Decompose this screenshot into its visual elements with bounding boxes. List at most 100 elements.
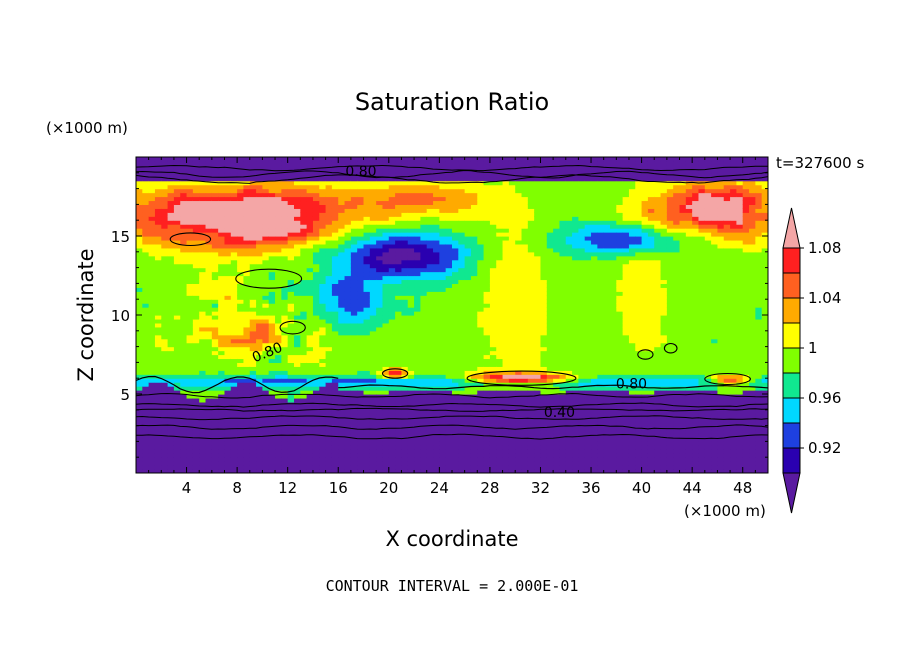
field-cell <box>306 401 314 407</box>
field-cell <box>224 220 232 225</box>
field-cell <box>211 409 219 415</box>
field-cell <box>388 346 396 352</box>
field-cell <box>218 374 226 379</box>
field-cell <box>350 362 358 367</box>
field-cell <box>489 307 497 312</box>
field-cell <box>199 350 207 356</box>
field-cell <box>243 338 251 344</box>
field-cell <box>294 291 301 296</box>
field-cell <box>477 386 485 391</box>
field-cell <box>515 441 523 446</box>
field-cell <box>218 390 226 395</box>
field-cell <box>502 457 510 462</box>
field-cell <box>325 338 333 344</box>
field-cell <box>136 315 143 320</box>
field-cell <box>300 461 308 466</box>
field-cell <box>477 362 485 367</box>
field-cell <box>230 295 238 300</box>
field-cell <box>319 421 327 427</box>
field-cell <box>325 334 333 340</box>
field-cell <box>306 164 314 170</box>
field-cell <box>338 315 346 320</box>
field-cell <box>331 413 339 419</box>
field-cell <box>445 303 453 308</box>
field-cell <box>294 429 301 435</box>
field-cell <box>281 469 289 473</box>
field-cell <box>199 401 207 407</box>
field-cell <box>142 279 150 284</box>
field-cell <box>167 362 175 367</box>
field-cell <box>433 307 440 312</box>
field-cell <box>312 445 320 450</box>
field-cell <box>294 283 301 288</box>
field-cell <box>211 358 219 363</box>
field-cell <box>350 358 358 363</box>
field-cell <box>508 176 516 182</box>
field-cell <box>186 164 194 170</box>
field-cell <box>395 417 403 423</box>
field-cell <box>350 176 358 182</box>
field-cell <box>426 208 434 213</box>
field-cell <box>224 394 232 399</box>
field-cell <box>306 287 314 292</box>
field-cell <box>376 279 384 284</box>
field-cell <box>426 405 434 411</box>
field-cell <box>230 291 238 296</box>
field-cell <box>224 243 232 249</box>
field-cell <box>357 413 365 419</box>
field-cell <box>319 216 327 221</box>
field-cell <box>331 239 339 245</box>
field-cell <box>230 263 238 269</box>
field-cell <box>199 358 207 363</box>
field-cell <box>262 192 270 198</box>
field-cell <box>325 342 333 348</box>
field-cell <box>243 390 251 395</box>
field-cell <box>262 386 270 391</box>
field-cell <box>470 449 478 454</box>
field-cell <box>312 291 320 296</box>
field-cell <box>262 267 270 273</box>
field-cell <box>395 405 403 411</box>
field-cell <box>363 263 371 269</box>
field-cell <box>224 322 232 328</box>
field-cell <box>161 275 169 281</box>
field-cell <box>142 334 150 340</box>
field-cell <box>167 405 175 411</box>
field-cell <box>173 366 181 371</box>
field-cell <box>496 374 504 379</box>
field-cell <box>218 338 226 344</box>
field-cell <box>369 275 377 281</box>
field-cell <box>281 394 289 399</box>
field-cell <box>154 267 162 273</box>
field-cell <box>275 212 282 217</box>
field-cell <box>489 311 497 316</box>
field-cell <box>211 342 219 348</box>
field-cell <box>294 172 301 178</box>
field-cell <box>445 378 453 383</box>
field-cell <box>237 334 245 340</box>
field-cell <box>249 216 257 221</box>
field-cell <box>211 168 219 174</box>
field-cell <box>275 243 282 249</box>
field-cell <box>173 303 181 308</box>
field-cell <box>142 382 150 387</box>
field-cell <box>205 303 213 308</box>
field-cell <box>325 200 333 205</box>
field-cell <box>338 295 346 300</box>
field-cell <box>433 417 440 423</box>
field-cell <box>180 271 188 277</box>
field-cell <box>433 326 440 332</box>
field-cell <box>350 326 358 332</box>
field-cell <box>287 461 295 466</box>
field-cell <box>268 259 276 265</box>
field-cell <box>395 239 403 245</box>
field-cell <box>173 378 181 383</box>
field-cell <box>401 461 409 466</box>
field-cell <box>312 160 320 166</box>
field-cell <box>464 315 472 320</box>
field-cell <box>388 271 396 277</box>
field-cell <box>433 421 440 427</box>
field-cell <box>382 295 390 300</box>
field-cell <box>458 330 466 336</box>
field-cell <box>243 299 251 304</box>
